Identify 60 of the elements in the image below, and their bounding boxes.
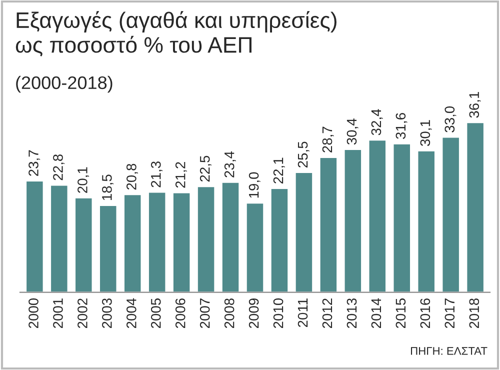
x-tick-label: 2014 (371, 298, 382, 328)
x-tick-label: 2001 (53, 298, 63, 328)
x-tick-label: 2004 (126, 298, 136, 328)
x-tick-label: 2016 (420, 298, 430, 328)
data-label: 33,0 (444, 106, 456, 132)
text: ΠΗΓΗ: ΕΛΣΤΑΤ (411, 347, 488, 355)
bar (221, 182, 240, 292)
data-label: 22,5 (200, 156, 212, 182)
bar (245, 202, 265, 292)
bar (98, 204, 118, 292)
data-label: 22,1 (273, 158, 285, 184)
x-tick-label: 2009 (248, 298, 259, 328)
x-tick-label: 2007 (200, 298, 210, 328)
x-tick-label: 2000 (28, 298, 38, 328)
bar (148, 191, 167, 292)
x-tick-label: 2015 (396, 298, 406, 328)
bar (318, 156, 338, 292)
bar (294, 172, 314, 292)
bar (368, 139, 387, 292)
bar (392, 142, 412, 292)
data-label: 23,7 (28, 150, 40, 176)
bar (270, 188, 289, 292)
x-tick-label: 2003 (102, 298, 112, 328)
x-tick-label: 2002 (78, 298, 88, 328)
x-tick-label: 2012 (322, 298, 332, 328)
data-label: 25,5 (298, 142, 310, 168)
data-label: 30,1 (420, 120, 432, 146)
x-tick-label: 2010 (273, 298, 284, 328)
bar (25, 180, 44, 292)
x-tick-label: 2011 (298, 298, 308, 328)
x-tick-label: 2017 (444, 298, 455, 328)
data-label: 21,2 (175, 162, 187, 188)
data-label: 19,0 (248, 172, 260, 198)
chart-subtitle: (2000-2018) (16, 76, 112, 93)
data-label: 30,4 (346, 118, 358, 145)
data-label: 23,4 (224, 151, 236, 178)
bar (441, 136, 460, 292)
bar (74, 197, 94, 292)
data-label: 22,8 (53, 154, 65, 180)
data-label: 18,5 (102, 174, 114, 200)
data-label: 21,3 (150, 162, 162, 188)
data-label: 32,4 (371, 109, 383, 136)
chart-title: Εξαγωγές (αγαθά και υπηρεσίες) ως ποσοστό % του ΑΕΠ (16, 11, 336, 56)
x-tick-label: 2005 (150, 298, 161, 328)
data-label: 36,1 (469, 92, 481, 118)
bar (196, 186, 216, 292)
data-label: 28,7 (322, 126, 334, 152)
bar (343, 148, 362, 292)
bar (466, 122, 485, 292)
data-label: 31,6 (396, 113, 408, 139)
bar (123, 194, 142, 292)
data-label: 20,1 (78, 167, 90, 193)
bar (50, 184, 69, 292)
bar (416, 150, 436, 292)
data-label: 20,8 (126, 164, 138, 190)
x-tick-label: 2018 (469, 298, 480, 328)
x-tick-label: 2008 (224, 298, 234, 328)
x-tick-label: 2013 (346, 298, 357, 328)
x-tick-label: 2006 (175, 298, 186, 328)
bar (172, 192, 192, 292)
